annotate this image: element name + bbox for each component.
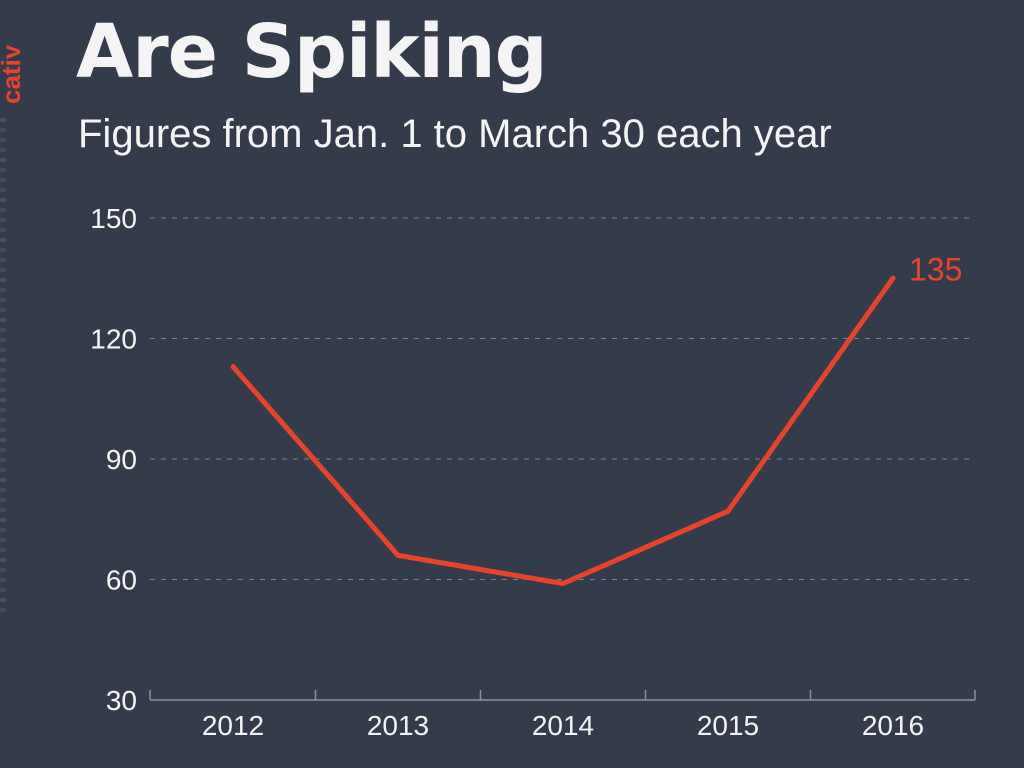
data-point-2016 (890, 275, 896, 281)
series-layer (230, 275, 896, 587)
x-tick-label-2013: 2013 (367, 710, 429, 741)
y-tick-label-150: 150 (90, 203, 137, 234)
x-axis (149, 690, 976, 701)
series-line-0 (230, 275, 896, 587)
data-point-2015 (725, 508, 731, 514)
data-point-2013 (395, 552, 401, 558)
x-tick-label-2012: 2012 (202, 710, 264, 741)
side-decoration (0, 118, 6, 618)
data-labels: 135 (909, 251, 962, 287)
data-label-2016: 135 (909, 251, 962, 287)
x-tick-label-2015: 2015 (697, 710, 759, 741)
chart-subtitle: Figures from Jan. 1 to March 30 each yea… (78, 112, 832, 156)
y-axis-ticks: 30 60 90 120 150 (90, 203, 137, 716)
data-point-2014 (560, 581, 566, 587)
gridlines (150, 217, 975, 580)
data-point-2012 (230, 364, 236, 370)
y-tick-label-120: 120 (90, 324, 137, 355)
x-tick-label-2014: 2014 (532, 710, 594, 741)
chart-title: Are Spiking (76, 9, 548, 95)
y-tick-label-90: 90 (106, 444, 137, 475)
y-tick-label-30: 30 (106, 685, 137, 716)
x-axis-ticks: 2012 2013 2014 2015 2016 (202, 710, 924, 741)
y-tick-label-60: 60 (106, 565, 137, 596)
x-tick-label-2016: 2016 (862, 710, 924, 741)
